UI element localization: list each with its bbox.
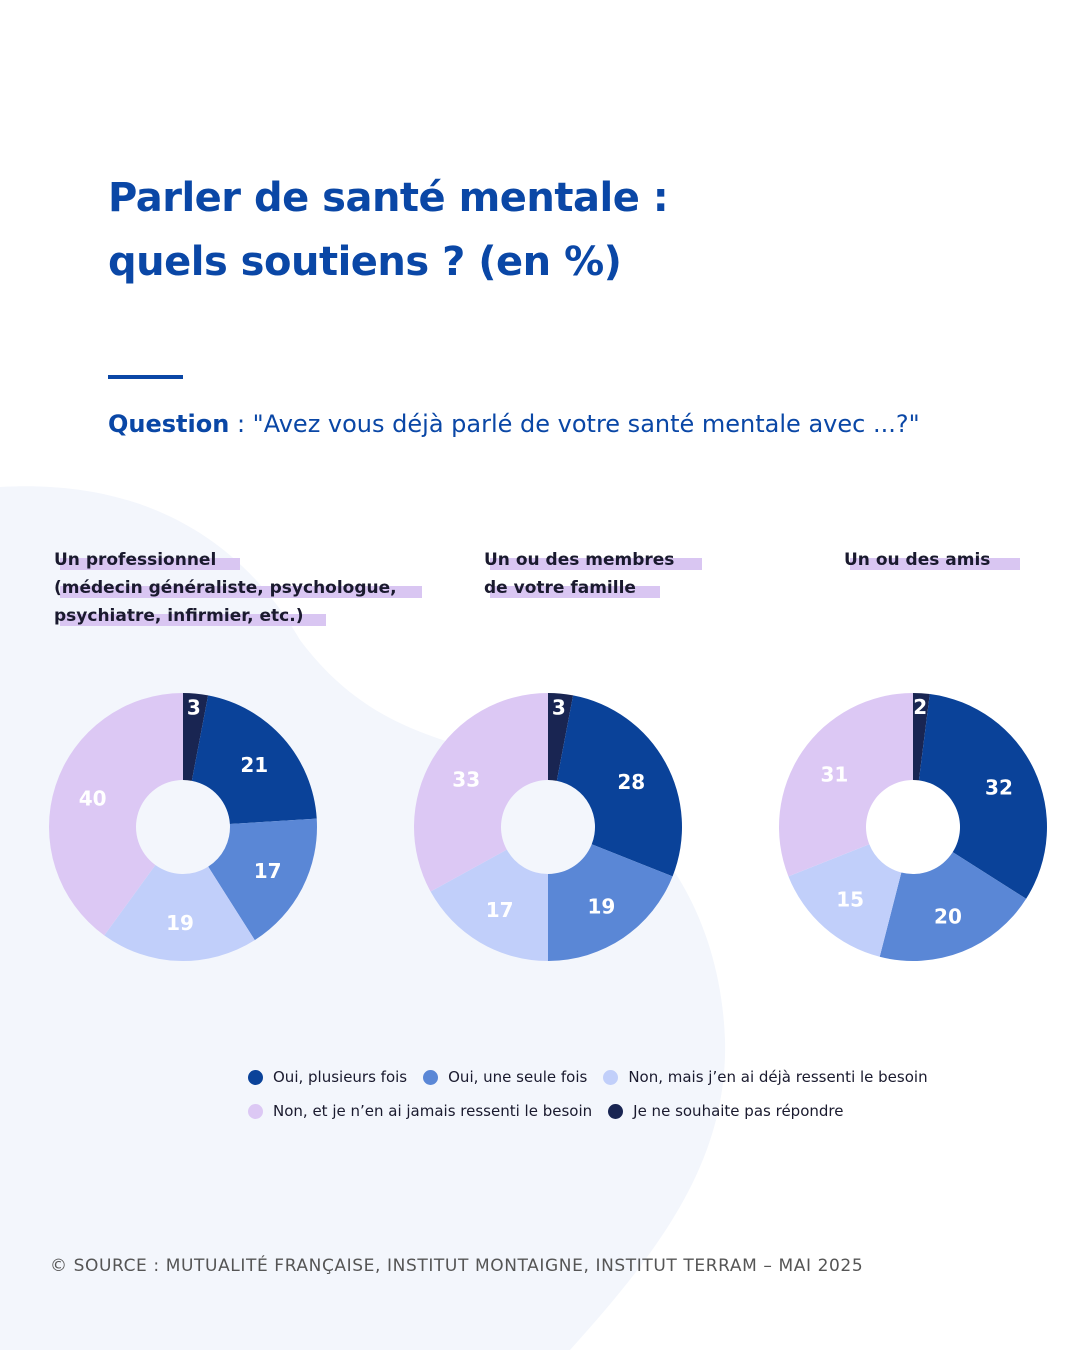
donut-slice-ne-souhaite-pas bbox=[913, 693, 930, 781]
source-credit: © SOURCE : MUTUALITÉ FRANÇAISE, INSTITUT… bbox=[50, 1256, 864, 1276]
donut-value-label-ne-souhaite-pas: 3 bbox=[187, 696, 201, 720]
donut-value-label-oui-une-seule: 17 bbox=[254, 859, 282, 883]
legend-label: Je ne souhaite pas répondre bbox=[633, 1102, 844, 1120]
legend-item-ne-souhaite-pas: Je ne souhaite pas répondre bbox=[608, 1102, 843, 1120]
donut-slice-ne-souhaite-pas bbox=[183, 693, 209, 781]
donut-value-label-ne-souhaite-pas: 2 bbox=[913, 695, 927, 719]
donut-value-label-oui-plusieurs: 32 bbox=[985, 776, 1013, 800]
page-title: Parler de santé mentale : quels soutiens… bbox=[108, 166, 669, 294]
title-line-1: Parler de santé mentale : bbox=[108, 175, 669, 221]
donut-slice-oui-une-seule bbox=[208, 818, 318, 941]
legend-swatch bbox=[608, 1103, 624, 1119]
donut-slice-non-besoin bbox=[104, 865, 255, 961]
donut-slice-oui-une-seule bbox=[879, 852, 1027, 961]
donut-slice-non-jamais bbox=[49, 693, 183, 936]
donut-value-label-oui-une-seule: 19 bbox=[587, 895, 615, 919]
legend-item-oui-une-seule: Oui, une seule fois bbox=[423, 1068, 587, 1086]
panel-title-line: Un ou des membres bbox=[484, 550, 675, 570]
question-text: Question : "Avez vous déjà parlé de votr… bbox=[108, 410, 920, 438]
legend-swatch bbox=[603, 1069, 619, 1085]
donut-slice-ne-souhaite-pas bbox=[548, 693, 574, 781]
donut-value-label-non-besoin: 17 bbox=[486, 898, 514, 922]
donut-value-label-oui-plusieurs: 21 bbox=[240, 753, 268, 777]
donut-slice-non-besoin bbox=[430, 849, 548, 961]
legend-label: Non, et je n’en ai jamais ressenti le be… bbox=[273, 1102, 593, 1120]
donut-value-label-non-jamais: 40 bbox=[79, 787, 107, 811]
legend-swatch bbox=[248, 1103, 263, 1119]
donut-slice-non-besoin bbox=[788, 844, 902, 957]
title-divider bbox=[108, 375, 183, 379]
donut-value-label-non-jamais: 31 bbox=[821, 763, 849, 787]
donut-value-label-oui-plusieurs: 28 bbox=[617, 770, 645, 794]
question-body: : "Avez vous déjà parlé de votre santé m… bbox=[229, 410, 920, 438]
donut-value-label-non-besoin: 19 bbox=[166, 911, 194, 935]
donut-value-label-non-besoin: 15 bbox=[836, 887, 864, 911]
donut-slice-oui-plusieurs bbox=[556, 695, 682, 877]
legend-label: Oui, plusieurs fois bbox=[273, 1068, 408, 1086]
panel-title-famille: Un ou des membres de votre famille bbox=[484, 548, 702, 604]
panel-title-line: psychiatre, infirmier, etc.) bbox=[54, 606, 304, 626]
legend-swatch bbox=[248, 1069, 263, 1085]
donut-chart-famille: 3 28 19 17 33 bbox=[413, 693, 682, 961]
donut-chart-amis: 2 32 20 15 31 bbox=[779, 693, 1047, 961]
legend-label: Oui, une seule fois bbox=[448, 1068, 588, 1086]
chart-legend: Oui, plusieurs fois Oui, une seule fois … bbox=[248, 1060, 1008, 1128]
donut-slice-oui-une-seule bbox=[548, 844, 673, 961]
question-label: Question bbox=[108, 410, 230, 438]
panel-title-line: Un ou des amis bbox=[844, 550, 991, 570]
legend-item-non-besoin: Non, mais j’en ai déjà ressenti le besoi… bbox=[603, 1068, 928, 1086]
legend-item-oui-plusieurs: Oui, plusieurs fois bbox=[248, 1068, 407, 1086]
donut-slice-oui-plusieurs bbox=[918, 694, 1047, 899]
donut-chart-professionnel: 3 21 17 19 40 bbox=[49, 693, 318, 961]
legend-label: Non, mais j’en ai déjà ressenti le besoi… bbox=[628, 1068, 928, 1086]
legend-item-non-jamais: Non, et je n’en ai jamais ressenti le be… bbox=[248, 1102, 592, 1120]
donut-value-label-ne-souhaite-pas: 3 bbox=[552, 696, 566, 720]
donut-value-label-non-jamais: 33 bbox=[452, 768, 480, 792]
panel-title-line: (médecin généraliste, psychologue, bbox=[54, 578, 397, 598]
panel-title-line: de votre famille bbox=[484, 578, 636, 598]
donut-slice-non-jamais bbox=[413, 693, 548, 892]
donut-slice-non-jamais bbox=[779, 693, 913, 877]
title-line-2: quels soutiens ? (en %) bbox=[108, 239, 622, 285]
donut-slice-oui-plusieurs bbox=[191, 695, 317, 825]
panel-title-professionnel: Un professionnel (médecin généraliste, p… bbox=[54, 548, 422, 632]
legend-swatch bbox=[423, 1069, 439, 1085]
panel-title-line: Un professionnel bbox=[54, 550, 217, 570]
panel-title-amis: Un ou des amis bbox=[844, 548, 1020, 576]
donut-value-label-oui-une-seule: 20 bbox=[934, 904, 962, 928]
